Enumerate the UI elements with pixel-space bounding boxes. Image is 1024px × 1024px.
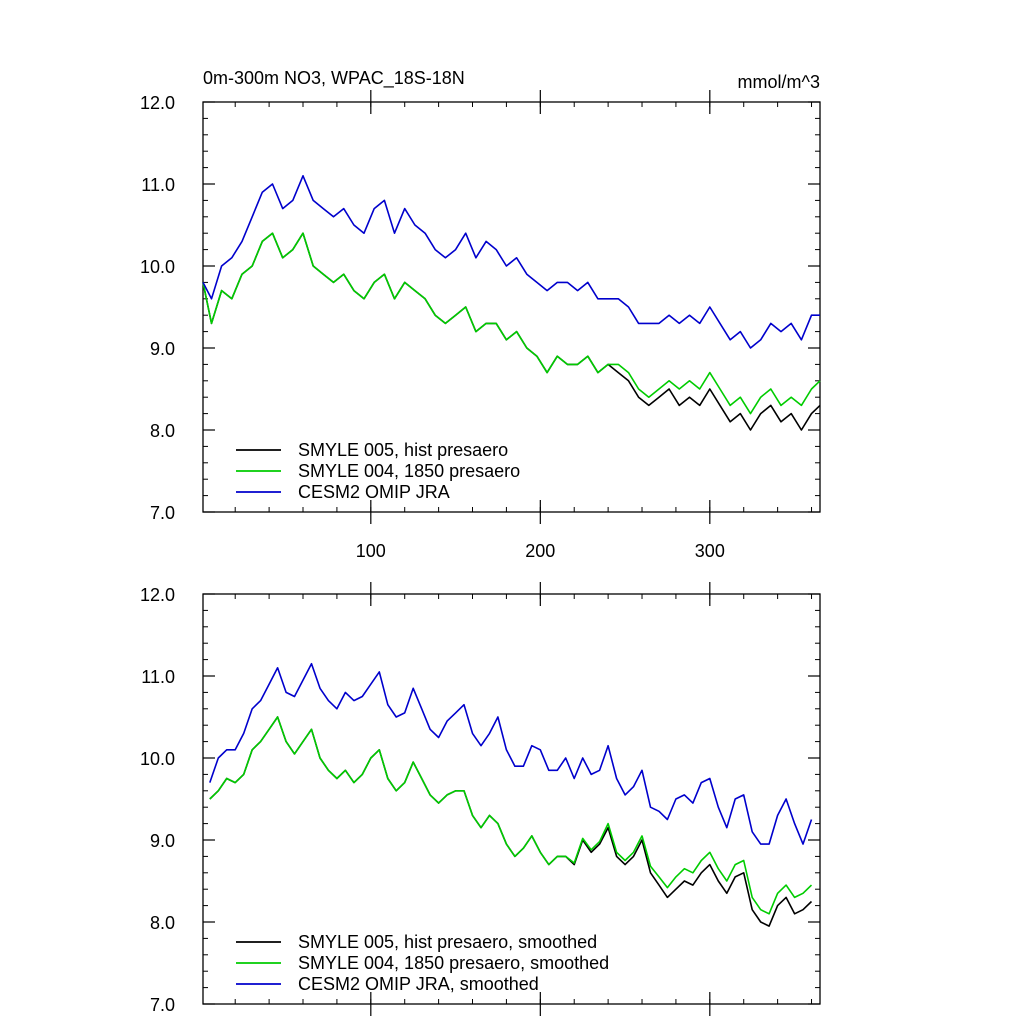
panel-top-units: mmol/m^3 — [738, 72, 820, 92]
y-tick-label: 10.0 — [140, 749, 175, 769]
series-line-1 — [202, 232, 821, 415]
panel-top: 0m-300m NO3, WPAC_18S-18N mmol/m^3 7.0 8.… — [140, 68, 821, 561]
plot-frame — [202, 101, 821, 513]
y-tick-label: 12.0 — [140, 585, 175, 605]
y-tick-label: 11.0 — [141, 667, 175, 687]
legend-label: SMYLE 005, hist presaero, smoothed — [298, 932, 597, 952]
y-tick-label: 8.0 — [150, 913, 175, 933]
series-line-2 — [202, 175, 820, 349]
y-tick-label: 8.0 — [150, 421, 175, 441]
plot-frame — [202, 593, 821, 1005]
legend-label: CESM2 OMIP JRA, smoothed — [298, 974, 539, 994]
y-tick-label: 12.0 — [140, 93, 175, 113]
y-tick-label: 7.0 — [150, 995, 175, 1015]
panel-top-title: 0m-300m NO3, WPAC_18S-18N — [203, 68, 465, 89]
y-tick-label: 9.0 — [150, 831, 175, 851]
x-tick-label: 300 — [695, 541, 725, 561]
series-line-0 — [209, 716, 813, 927]
panel-bottom: 7.0 8.0 9.0 10.0 11.0 12.0 SMYLE 005, hist pre… — [140, 582, 821, 1016]
legend-label: SMYLE 005, hist presaero — [298, 440, 508, 460]
x-tick-label: 200 — [525, 541, 555, 561]
legend-label: CESM2 OMIP JRA — [298, 482, 450, 502]
x-tick-label: 100 — [356, 541, 386, 561]
series-line-2 — [209, 662, 813, 845]
legend-label: SMYLE 004, 1850 presaero — [298, 461, 520, 481]
y-tick-label: 10.0 — [140, 257, 175, 277]
y-tick-label: 9.0 — [150, 339, 175, 359]
series-line-1 — [209, 716, 813, 915]
y-tick-label: 7.0 — [150, 503, 175, 523]
y-tick-label: 11.0 — [141, 175, 175, 195]
legend-label: SMYLE 004, 1850 presaero, smoothed — [298, 953, 609, 973]
